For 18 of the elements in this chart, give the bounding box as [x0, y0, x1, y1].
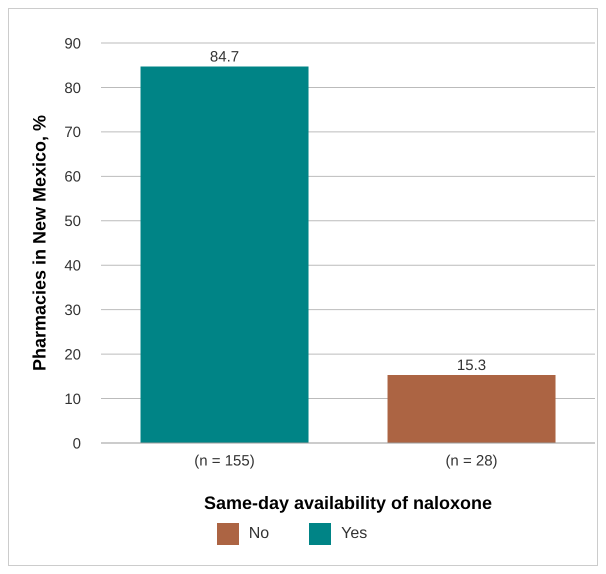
x-axis-title: Same-day availability of naloxone — [204, 493, 492, 513]
y-tick-label: 60 — [64, 168, 81, 186]
legend-label: No — [248, 525, 270, 542]
y-tick-label: 70 — [64, 124, 81, 142]
legend-label: Yes — [341, 525, 368, 542]
y-axis-title: Pharmacies in New Mexico, % — [29, 114, 50, 372]
x-tick-label: (n = 155) — [194, 452, 255, 470]
y-tick-label: 90 — [64, 35, 81, 52]
y-tick-label: 20 — [64, 346, 81, 364]
y-tick-label: 30 — [64, 302, 81, 319]
y-tick-label: 40 — [64, 258, 81, 275]
data-label: 84.7 — [210, 48, 240, 66]
y-tick-label: 10 — [64, 390, 81, 408]
y-tick-label: 0 — [72, 435, 81, 452]
x-tick-label: (n = 28) — [445, 452, 498, 470]
data-label: 15.3 — [456, 357, 486, 374]
y-tick-label: 50 — [64, 213, 81, 230]
y-tick-label: 80 — [64, 80, 81, 97]
